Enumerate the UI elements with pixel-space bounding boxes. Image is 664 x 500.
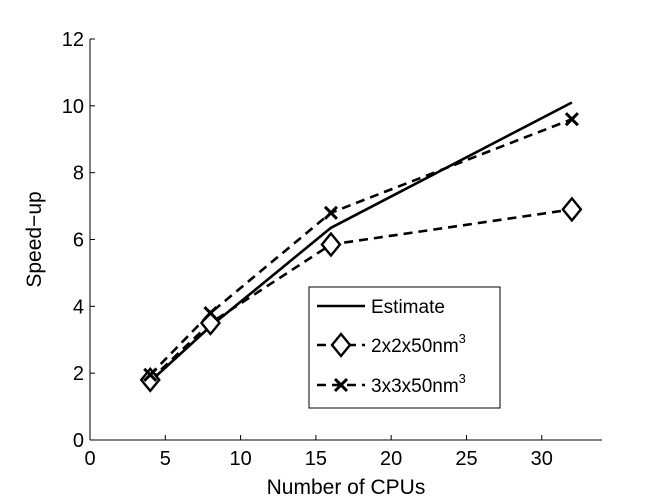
x-marker [323, 205, 339, 220]
y-tick-label: 4 [73, 296, 84, 318]
x-marker-stroke [333, 377, 349, 393]
x-tick-label: 20 [380, 448, 402, 470]
y-tick-label: 10 [62, 96, 84, 118]
x-marker-stroke [143, 367, 158, 382]
series-line [149, 101, 573, 383]
y-tick-label: 0 [73, 430, 84, 452]
legend-label: 3x3x50nm3 [371, 371, 466, 397]
x-marker-stroke [203, 305, 218, 321]
legend-label-text: 2x2x50nm [371, 336, 459, 357]
legend-label-superscript: 3 [459, 331, 466, 346]
diamond-marker [139, 366, 161, 393]
x-marker [203, 305, 218, 321]
diamond-marker [330, 332, 352, 358]
x-tick-label: 25 [455, 448, 477, 470]
x-marker-stroke [323, 205, 339, 220]
x-marker [564, 112, 579, 127]
series-diamond [139, 196, 583, 393]
y-tick-label: 8 [73, 163, 84, 185]
series-estimate [149, 101, 573, 383]
axes: 0 5 10 15 20 25 30 0 2 4 6 8 10 12 [62, 29, 602, 470]
x-marker [333, 377, 349, 393]
legend-label-superscript: 3 [459, 371, 466, 386]
legend-label-text: 3x3x50nm [371, 376, 459, 397]
x-tick-label: 10 [229, 448, 251, 470]
y-axis-label: Speed−up [23, 191, 46, 287]
legend-label: 2x2x50nm3 [371, 331, 466, 357]
x-marker-stroke [564, 112, 579, 127]
y-tick-label: 12 [62, 29, 84, 51]
legend-label: Estimate [371, 297, 445, 318]
series-line [149, 208, 573, 381]
diamond-marker [561, 196, 583, 223]
series-x [143, 112, 579, 382]
x-tick-label: 30 [531, 448, 553, 470]
plot-area [139, 101, 583, 393]
diamond-marker [320, 231, 342, 258]
x-marker [143, 367, 158, 382]
x-axis-label: Number of CPUs [267, 476, 426, 499]
x-tick-label: 0 [84, 448, 95, 470]
x-tick-label: 15 [305, 448, 327, 470]
y-tick-label: 2 [73, 363, 84, 385]
y-tick-label: 6 [73, 230, 84, 252]
x-tick-label: 5 [160, 448, 171, 470]
legend-label-text: Estimate [371, 297, 445, 318]
